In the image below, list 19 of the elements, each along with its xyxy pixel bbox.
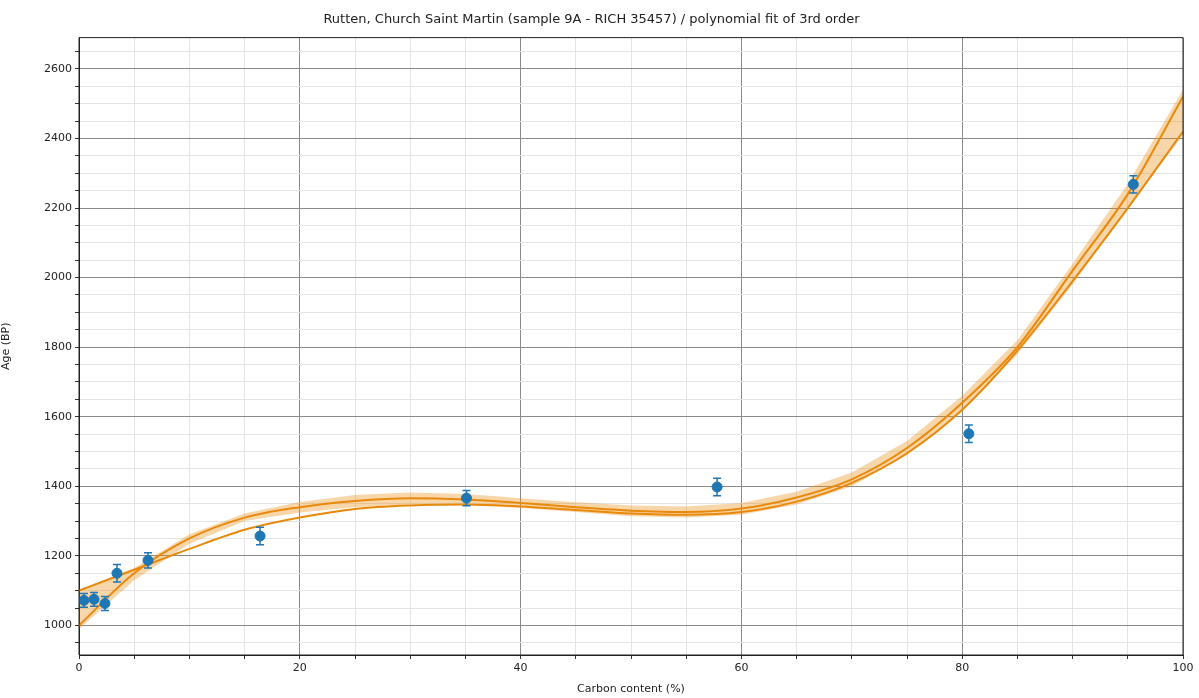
y-tick-label: 1000	[44, 618, 72, 632]
x-axis-title: Carbon content (%)	[577, 682, 685, 696]
x-tick-label: 60	[734, 661, 749, 675]
x-tick-label: 0	[75, 661, 83, 675]
chart-title: Rutten, Church Saint Martin (sample 9A - RICH 35457) / polynomial fit of 3rd order	[323, 11, 861, 27]
x-tick-label: 40	[513, 661, 528, 675]
y-tick-label: 1400	[44, 479, 72, 493]
x-tick-label: 100	[1172, 661, 1194, 675]
y-tick-label: 1800	[44, 340, 72, 354]
y-tick-label: 2400	[44, 131, 72, 145]
y-tick-label: 1200	[44, 548, 72, 562]
x-tick-label: 80	[955, 661, 970, 675]
y-tick-label: 2200	[44, 200, 72, 214]
y-tick-label: 1600	[44, 409, 72, 423]
y-axis-title: Age (BP)	[0, 322, 13, 371]
x-tick-label: 20	[292, 661, 307, 675]
y-tick-label: 2000	[44, 270, 72, 284]
point	[1127, 178, 1139, 190]
y-tick-label: 2600	[44, 61, 72, 75]
